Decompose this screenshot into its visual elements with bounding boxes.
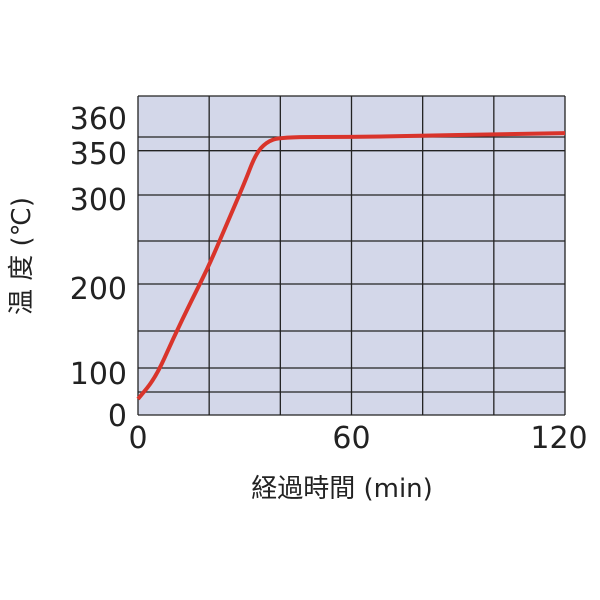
y-tick-label: 300	[70, 183, 127, 218]
y-tick-label: 360	[70, 102, 127, 137]
x-tick-label: 0	[128, 421, 147, 456]
y-tick-label: 350	[70, 137, 127, 172]
temperature-line	[136, 131, 566, 401]
x-tick-label: 60	[332, 421, 370, 456]
x-axis-label: 経過時間 (min)	[251, 474, 433, 504]
y-tick-label: 0	[108, 399, 127, 434]
x-tick-label: 120	[530, 421, 587, 456]
y-tick-label: 200	[70, 272, 127, 307]
y-tick-label: 100	[70, 357, 127, 392]
y-axis-label: 温 度 (℃)	[7, 197, 37, 315]
